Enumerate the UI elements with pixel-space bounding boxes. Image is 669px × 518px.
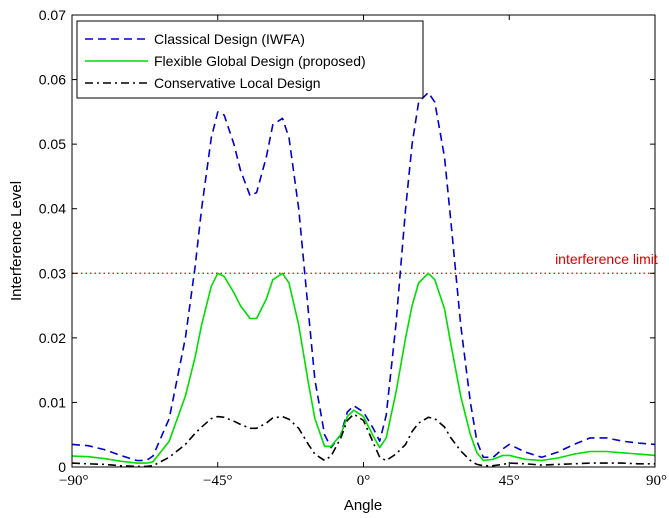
legend: Classical Design (IWFA) Flexible Global … [76,20,424,99]
legend-label-flexible: Flexible Global Design (proposed) [154,53,366,69]
y-tick-label: 0.06 [39,72,66,88]
x-tick-label: −90° [59,473,88,489]
y-tick-label: 0.02 [39,330,66,346]
series-line-flexible [71,272,656,464]
series-layer [71,91,656,468]
series-line-conservative [71,413,655,468]
legend-box [76,20,424,99]
y-tick-label: 0.03 [39,265,66,281]
x-tick-label: 90° [646,473,667,489]
legend-label-conservative: Conservative Local Design [154,75,321,91]
y-tick-label: 0.07 [39,7,66,23]
y-tick-label: 0.01 [39,394,66,410]
y-tick-label: 0 [58,459,66,475]
x-tick-label: 0° [357,473,371,489]
y-tick-label: 0.04 [39,201,66,217]
limit-annotation: interference limit [555,251,658,267]
series-line-classical [71,91,656,462]
x-tick-label: 45° [499,473,520,489]
x-axis-label: Angle [344,497,382,513]
legend-label-classical: Classical Design (IWFA) [154,31,305,47]
y-axis-label: Interference Level [8,181,25,301]
ticks-layer: 0 0.01 0.02 0.03 0.04 0.05 0.06 0.07 −90° −45° 0° 4… [39,7,667,489]
x-tick-label: −45° [203,473,232,489]
y-tick-label: 0.05 [39,136,66,152]
